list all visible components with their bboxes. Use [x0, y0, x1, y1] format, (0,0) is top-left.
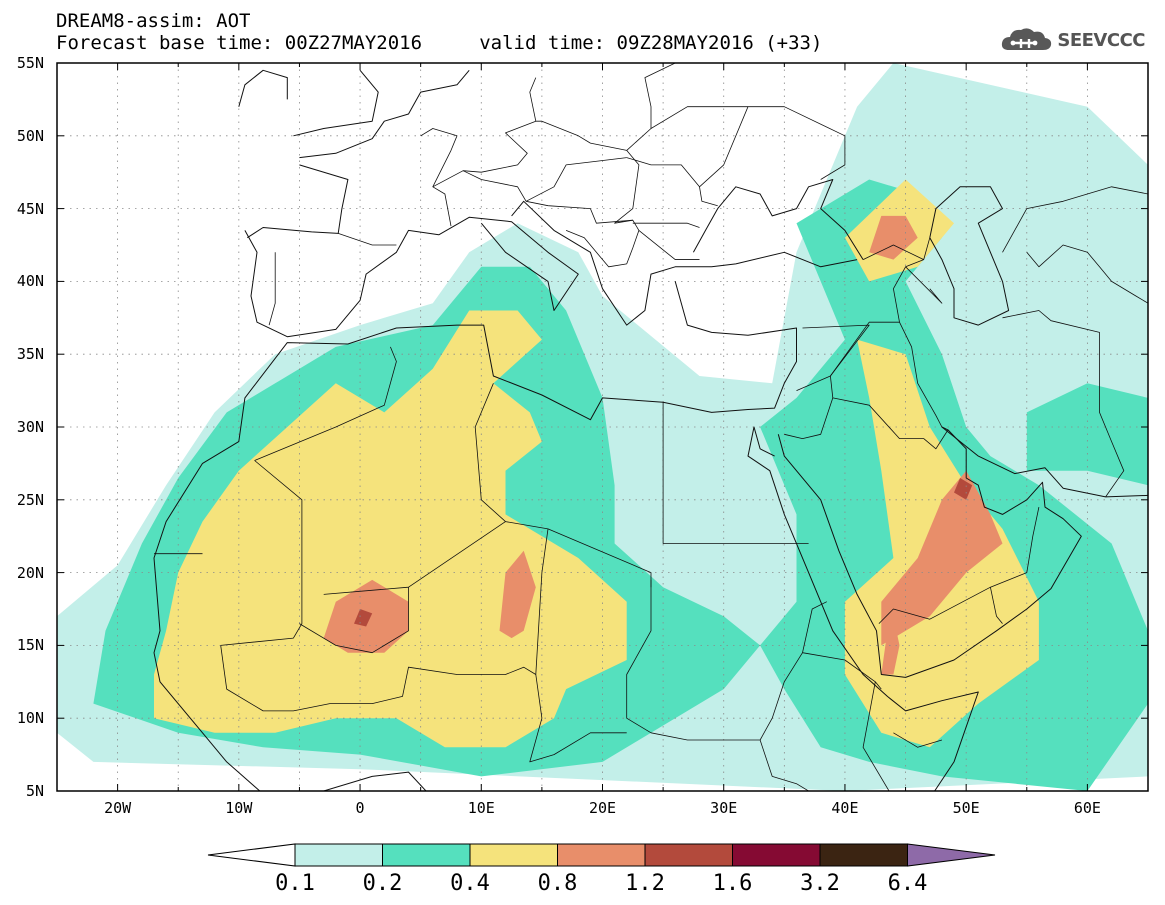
country-border	[463, 120, 640, 268]
lat-label-20N: 20N	[16, 563, 44, 582]
forecast-time-line: Forecast base time: 00Z27MAY2016 valid t…	[56, 32, 823, 54]
lon-label-40E: 40E	[831, 799, 859, 817]
lon-label-20W: 20W	[104, 799, 132, 817]
aot-region-level-0.8-1	[499, 550, 536, 639]
lat-label-25N: 25N	[16, 490, 44, 509]
lat-label-30N: 30N	[16, 418, 44, 436]
coastline	[747, 426, 979, 791]
coastline	[929, 186, 1010, 326]
country-border	[1002, 310, 1125, 498]
coastline	[777, 426, 1082, 678]
country-border	[638, 230, 700, 261]
country-border	[990, 587, 1003, 624]
country-border	[905, 266, 943, 304]
country-border	[220, 460, 303, 646]
lon-label-10W: 10W	[225, 799, 253, 817]
aot-region-level-0.4-0	[154, 310, 627, 748]
country-border	[338, 233, 397, 246]
aot-region-level-0.8-2	[881, 470, 1003, 646]
colorbar-label-0.4: 0.4	[450, 871, 490, 896]
colorbar-swatch-1.2	[644, 843, 733, 867]
lon-label-30E: 30E	[710, 799, 738, 817]
coastline	[299, 69, 470, 159]
country-border	[796, 324, 870, 391]
lat-label-10N: 10N	[16, 709, 44, 728]
coastline	[511, 200, 858, 326]
colorbar-label-0.1: 0.1	[275, 871, 315, 896]
logo-text: SEEVCCC	[1057, 29, 1145, 51]
country-border	[1002, 186, 1148, 253]
cloud-icon	[1002, 28, 1052, 50]
country-border	[254, 346, 397, 461]
country-border	[784, 397, 834, 440]
country-border	[650, 106, 748, 129]
coastline	[244, 216, 579, 338]
lat-label-45N: 45N	[16, 199, 44, 218]
country-border	[474, 426, 506, 522]
lon-label-0: 0	[355, 799, 365, 817]
country-border	[699, 106, 846, 188]
chart-title: DREAM8-assim: AOT	[56, 10, 251, 32]
country-border	[420, 128, 458, 187]
country-border	[529, 674, 627, 763]
country-border	[832, 397, 949, 450]
country-border	[626, 63, 676, 151]
colorbar-label-0.8: 0.8	[537, 871, 578, 896]
colorbar-swatch-1.6	[732, 843, 821, 867]
country-border	[862, 237, 931, 261]
lon-label-20E: 20E	[588, 799, 617, 817]
coastline	[692, 179, 864, 260]
lat-label-55N: 55N	[16, 54, 44, 72]
colorbar-swatch-0.1	[294, 843, 383, 867]
lat-label-15N: 15N	[16, 636, 44, 655]
country-border	[525, 157, 627, 202]
lat-label-40N: 40N	[16, 272, 44, 291]
country-border	[323, 521, 652, 595]
coastline	[238, 69, 288, 107]
country-border	[862, 681, 890, 791]
coastline	[153, 281, 797, 791]
country-border	[1026, 244, 1148, 304]
country-border	[299, 587, 409, 654]
country-border	[268, 252, 276, 326]
colorbar-swatch-0.2	[382, 843, 471, 867]
country-border	[632, 222, 700, 228]
colorbar-above-max-arrow	[907, 843, 996, 867]
colorbar-below-min-arrow	[207, 843, 296, 867]
country-border	[626, 579, 761, 741]
country-border	[893, 732, 943, 748]
lat-label-35N: 35N	[16, 345, 44, 364]
colorbar-label-1.6: 1.6	[712, 871, 753, 896]
lon-label-10E: 10E	[467, 799, 495, 817]
country-border	[626, 157, 718, 207]
colorbar-swatch-3.2	[819, 843, 908, 867]
country-border	[759, 601, 827, 741]
country-border	[662, 402, 809, 544]
seevccc-logo: SEEVCCC	[999, 22, 1145, 58]
colorbar-label-3.2: 3.2	[800, 871, 840, 896]
aot-region-level-1.2-0	[354, 609, 373, 627]
country-border	[802, 652, 882, 690]
colorbar-label-0.2: 0.2	[362, 871, 403, 896]
country-border	[220, 528, 549, 712]
lon-label-50E: 50E	[952, 799, 980, 817]
lat-label-50N: 50N	[16, 126, 44, 145]
country-border	[529, 77, 537, 122]
colorbar-label-6.4: 6.4	[887, 871, 928, 896]
coastline	[293, 69, 379, 137]
lat-label-5N: 5N	[25, 782, 44, 800]
lon-label-60E: 60E	[1073, 799, 1101, 817]
colorbar-swatch-0.4	[469, 843, 558, 867]
country-border	[759, 739, 810, 791]
country-border	[893, 259, 924, 323]
colorbar-swatch-0.8	[557, 843, 646, 867]
country-border	[474, 383, 494, 428]
country-border	[526, 200, 633, 224]
aot-region-level-1.2-1	[954, 478, 973, 500]
colorbar-label-1.2: 1.2	[625, 871, 665, 896]
